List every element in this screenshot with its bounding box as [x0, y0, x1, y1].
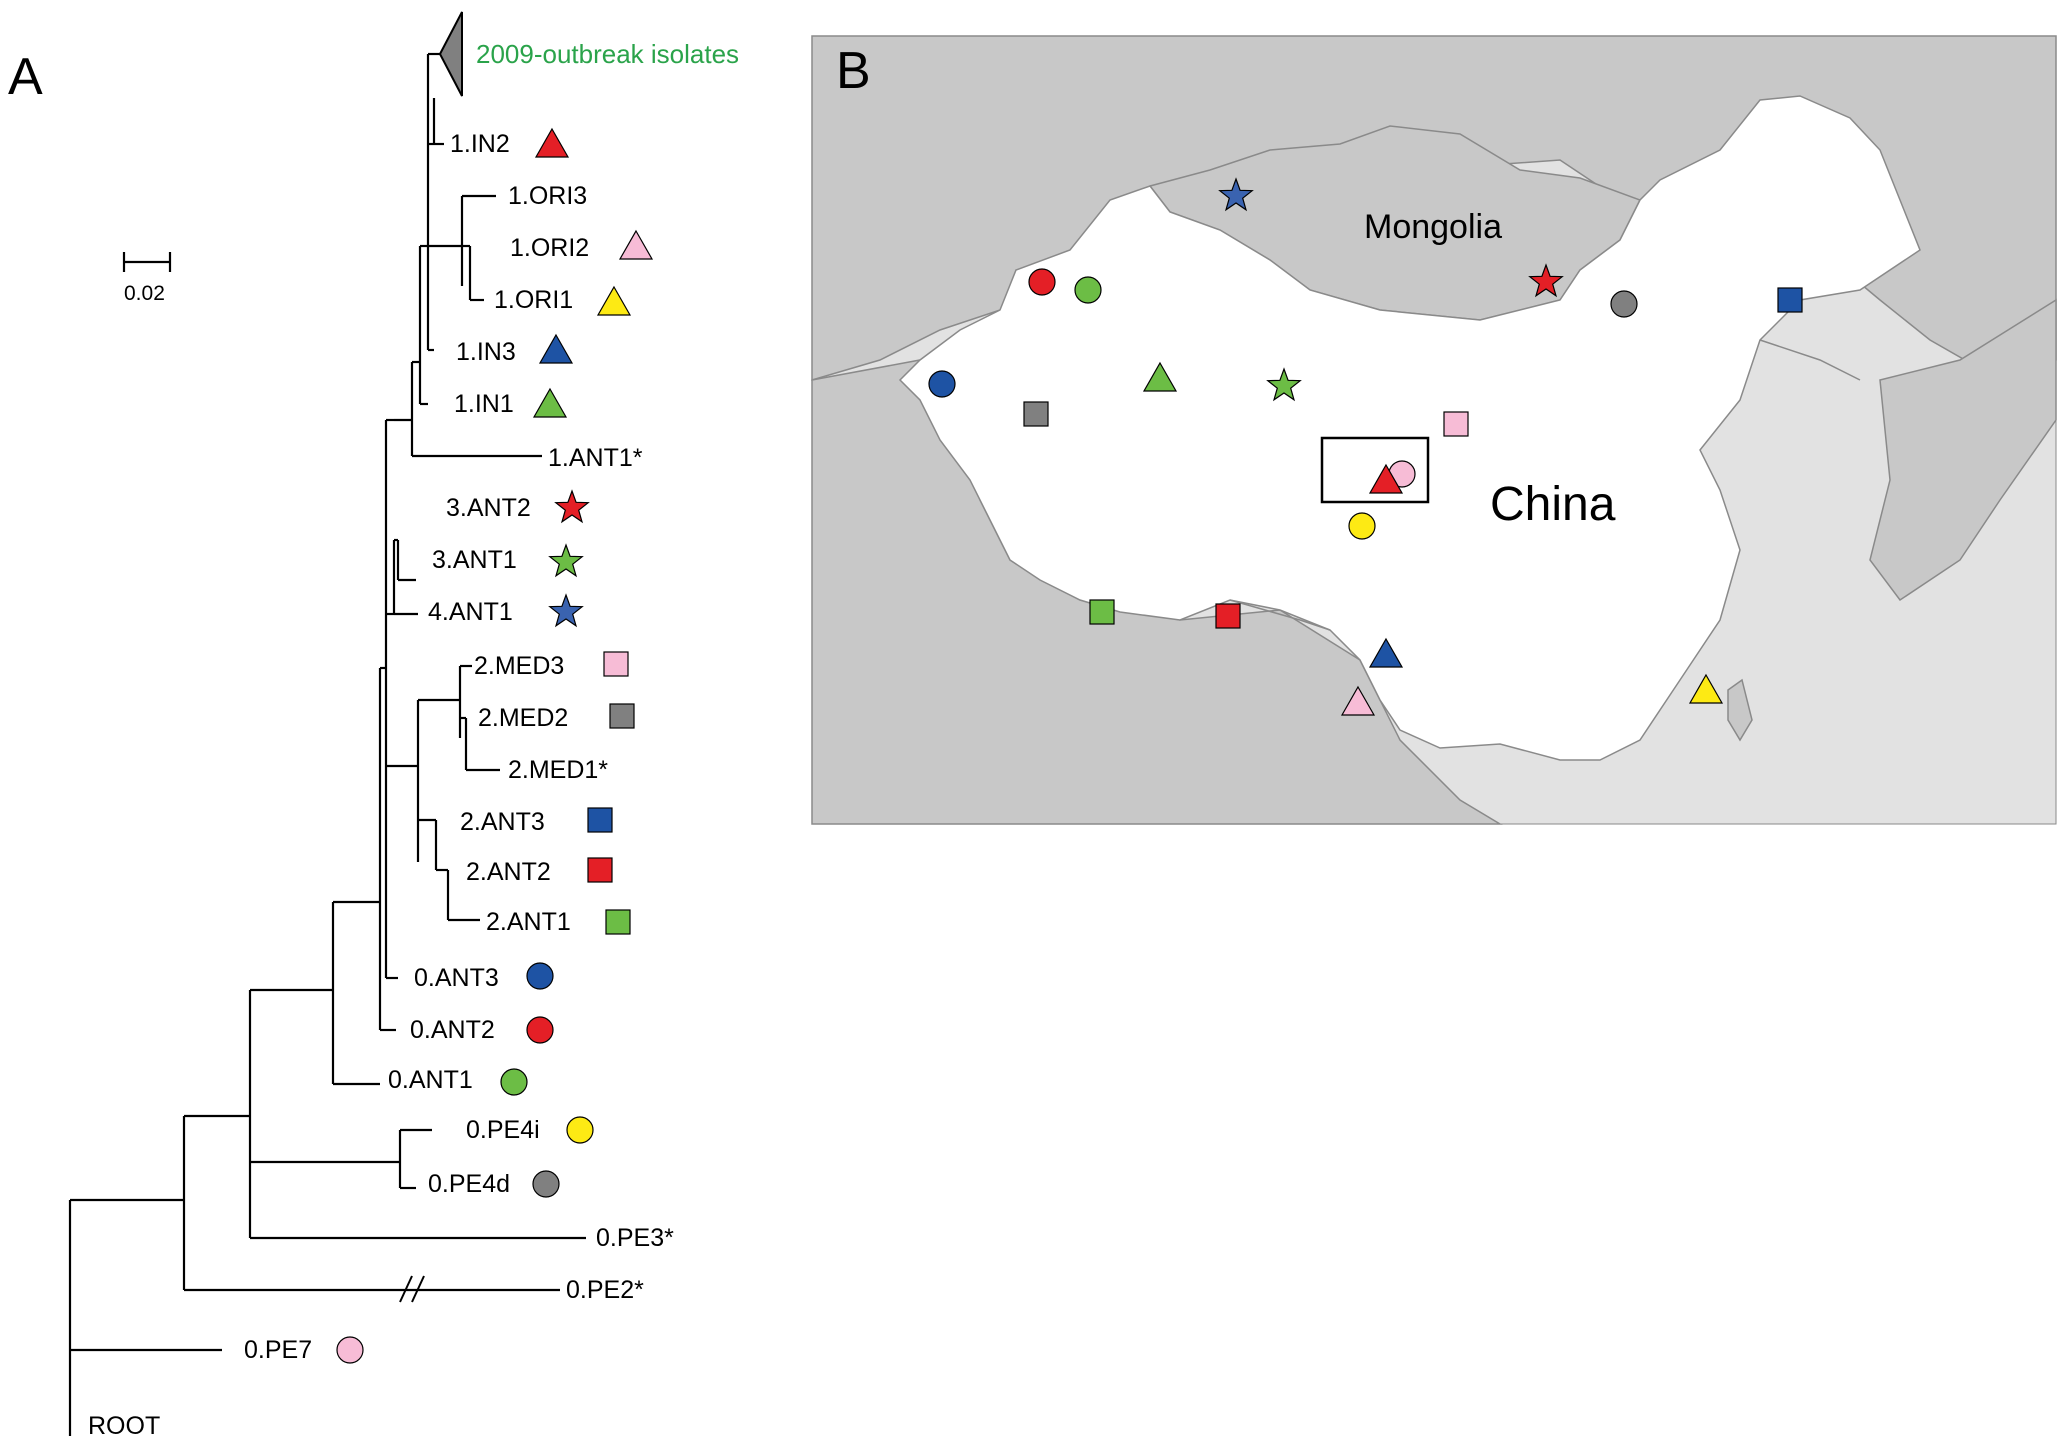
leaf-marker-pe4i	[566, 1116, 594, 1144]
outbreak-clade-label: 2009-outbreak isolates	[476, 39, 739, 69]
map-marker-med3	[1443, 411, 1469, 437]
map-marker-ant3_0	[928, 370, 956, 398]
leaf-label-ant1_2: 2.ANT1	[486, 908, 571, 936]
panel-a-letter: A	[8, 48, 43, 106]
map-marker-ori1	[1688, 673, 1724, 704]
leaf-label-in2: 1.IN2	[450, 130, 510, 158]
tree-leaves: 1.IN2 1.ORI3 1.ORI2 1.ORI1 1.IN3 1.IN1 1.ANT1*…	[88, 127, 674, 1440]
leaf-marker-ant2_0	[526, 1016, 554, 1044]
leaf-marker-in3	[538, 333, 574, 364]
leaf-label-ant1_4: 4.ANT1	[428, 598, 513, 626]
leaf-marker-pe7	[336, 1336, 364, 1364]
leaf-label-ant2_0: 0.ANT2	[410, 1016, 495, 1044]
leaf-marker-ori1	[596, 285, 632, 316]
leaf-label-ori2: 1.ORI2	[510, 234, 589, 262]
leaf-label-pe3: 0.PE3*	[596, 1224, 674, 1252]
leaf-marker-in1	[532, 387, 568, 418]
leaf-label-ant3_2: 2.ANT3	[460, 808, 545, 836]
leaf-label-ant3_0: 0.ANT3	[414, 964, 499, 992]
panel-b-letter: B	[836, 42, 871, 100]
map-marker-ori2	[1340, 685, 1376, 716]
leaf-label-pe4d: 0.PE4d	[428, 1170, 510, 1198]
map-marker-ant1_4	[1218, 177, 1254, 212]
map-marker-ant2_2	[1215, 603, 1241, 629]
leaf-label-pe4i: 0.PE4i	[466, 1116, 540, 1144]
leaf-label-ant2_3: 3.ANT2	[446, 494, 531, 522]
panel-a: A 0.02 2009-outbreak isolates	[8, 11, 739, 1440]
map-marker-in1	[1142, 361, 1178, 392]
leaf-marker-ant1_4	[548, 593, 584, 628]
label-mongolia: Mongolia	[1364, 208, 1502, 246]
leaf-label-in3: 1.IN3	[456, 338, 516, 366]
map-marker-ant2_0	[1028, 268, 1056, 296]
leaf-marker-ant2_3	[554, 489, 590, 524]
leaf-marker-ant2_2	[587, 857, 613, 883]
leaf-label-med3: 2.MED3	[474, 652, 564, 680]
map-marker-in2	[1368, 463, 1404, 494]
leaf-label-pe7: 0.PE7	[244, 1336, 312, 1364]
leaf-marker-ori2	[618, 229, 654, 260]
leaf-marker-pe4d	[532, 1170, 560, 1198]
region-highlight-box	[1320, 436, 1430, 504]
map-marker-med2	[1023, 401, 1049, 427]
branch-break-mark	[411, 1275, 425, 1303]
leaf-marker-ant1_3	[548, 543, 584, 578]
leaf-label-ant1_0: 0.ANT1	[388, 1066, 473, 1094]
map-marker-in3	[1368, 637, 1404, 668]
tree-branches	[68, 52, 586, 1436]
leaf-label-root: ROOT	[88, 1412, 160, 1440]
leaf-label-ori3: 1.ORI3	[508, 182, 587, 210]
map-marker-ant1_0	[1074, 276, 1102, 304]
panel-b: B Mongolia China	[811, 35, 2057, 825]
leaf-marker-med2	[609, 703, 635, 729]
map-border-line	[1229, 599, 1331, 631]
leaf-label-ant2_2: 2.ANT2	[466, 858, 551, 886]
leaf-label-ant1_1: 1.ANT1*	[548, 444, 643, 472]
leaf-marker-ant1_2	[605, 909, 631, 935]
branch-break-mark	[399, 1275, 413, 1303]
map-marker-pe4i	[1348, 512, 1376, 540]
collapsed-clade-triangle	[438, 11, 463, 97]
map-marker-ant1_3	[1266, 367, 1302, 402]
map-marker-pe4d	[1610, 290, 1638, 318]
map-markers	[928, 177, 1803, 716]
scale-bar: 0.02	[122, 252, 172, 305]
leaf-marker-ant3_2	[587, 807, 613, 833]
map-marker-ant2_3	[1528, 263, 1564, 298]
leaf-label-med2: 2.MED2	[478, 704, 568, 732]
leaf-label-ant1_3: 3.ANT1	[432, 546, 517, 574]
map-border-line	[1759, 339, 1861, 381]
leaf-marker-med3	[603, 651, 629, 677]
leaf-label-pe2: 0.PE2*	[566, 1276, 644, 1304]
scale-bar-label: 0.02	[124, 282, 165, 305]
leaf-label-in1: 1.IN1	[454, 390, 514, 418]
map-frame	[811, 35, 2057, 825]
leaf-marker-ant3_0	[526, 962, 554, 990]
map-land-korea-japan	[1869, 298, 2057, 602]
label-china: China	[1490, 478, 1616, 531]
map-land-taiwan	[1727, 678, 1753, 742]
map-marker-ant1_2	[1089, 599, 1115, 625]
leaf-label-ori1: 1.ORI1	[494, 286, 573, 314]
leaf-marker-ant1_0	[500, 1068, 528, 1096]
map-china	[898, 95, 1921, 761]
leaf-label-med1: 2.MED1*	[508, 756, 608, 784]
leaf-marker-in2	[534, 127, 570, 158]
map-marker-ant3_2	[1777, 287, 1803, 313]
